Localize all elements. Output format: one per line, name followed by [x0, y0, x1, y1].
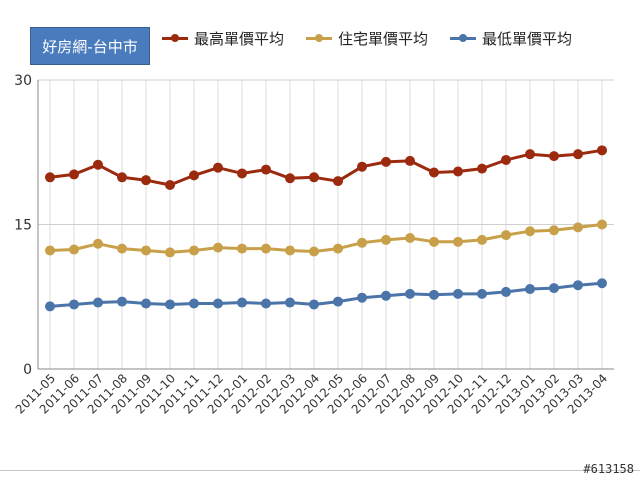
legend-item-high: 最高單價平均 [162, 28, 284, 49]
data-point-high [213, 162, 223, 173]
legend-swatch-low [450, 31, 477, 45]
series-line-residential [49, 223, 603, 254]
data-point-low [237, 297, 247, 308]
data-point-residential [261, 243, 271, 254]
data-point-residential [285, 245, 295, 256]
data-point-residential [477, 234, 487, 245]
data-point-high [141, 175, 151, 186]
data-point-residential [309, 246, 319, 257]
data-point-high [573, 149, 583, 160]
data-point-residential [45, 245, 55, 256]
legend-item-residential: 住宅單價平均 [306, 28, 428, 49]
data-point-high [501, 154, 511, 165]
data-point-residential [93, 238, 103, 249]
legend-label-low: 最低單價平均 [482, 29, 573, 48]
chart-legend: 最高單價平均 住宅單價平均 最低單價平均 [162, 26, 572, 50]
data-point-residential [525, 226, 535, 237]
data-point-residential [429, 236, 439, 247]
data-point-residential [213, 242, 223, 253]
data-point-low [213, 298, 223, 309]
data-point-high [333, 176, 343, 187]
legend-dot-high [171, 34, 179, 42]
data-point-high [285, 173, 295, 184]
legend-swatch-high [162, 31, 188, 45]
data-point-low [453, 288, 463, 299]
data-point-high [69, 169, 79, 180]
data-point-low [141, 298, 151, 309]
data-point-high [261, 164, 271, 175]
data-point-residential [597, 219, 607, 230]
data-point-residential [501, 230, 511, 241]
legend-swatch-residential [306, 31, 333, 45]
data-point-low [261, 298, 271, 309]
data-point-low [357, 292, 367, 303]
data-point-low [45, 301, 55, 312]
data-point-high [357, 161, 367, 172]
data-point-residential [381, 234, 391, 245]
data-point-high [45, 172, 55, 183]
data-point-residential [69, 244, 79, 255]
data-point-high [597, 145, 607, 156]
data-point-low [309, 299, 319, 310]
watermark-id: #613158 [583, 462, 634, 476]
data-point-low [381, 290, 391, 301]
data-point-high [525, 149, 535, 160]
data-point-low [333, 296, 343, 307]
data-point-residential [189, 245, 199, 256]
series-line-high [49, 148, 603, 187]
data-point-high [117, 172, 127, 183]
data-point-low [405, 288, 415, 299]
data-point-low [285, 297, 295, 308]
y-tick-label: 0 [23, 362, 32, 378]
site-badge: 好房網-台中市 [30, 27, 150, 65]
data-point-low [525, 284, 535, 295]
data-point-residential [165, 247, 175, 258]
data-point-low [501, 286, 511, 297]
y-tick-label: 30 [14, 73, 32, 89]
data-point-high [477, 163, 487, 174]
bottom-frame-line [0, 470, 640, 471]
data-point-high [381, 156, 391, 167]
data-point-high [237, 168, 247, 179]
data-point-residential [573, 222, 583, 233]
data-point-residential [141, 245, 151, 256]
data-point-residential [549, 225, 559, 236]
data-point-high [453, 166, 463, 177]
data-point-residential [405, 232, 415, 243]
data-point-low [117, 296, 127, 307]
data-point-high [189, 170, 199, 181]
data-point-low [477, 288, 487, 299]
data-point-low [69, 299, 79, 310]
data-point-low [165, 299, 175, 310]
data-point-high [93, 159, 103, 170]
data-point-high [309, 172, 319, 183]
legend-label-residential: 住宅單價平均 [338, 29, 429, 48]
legend-dot-low [459, 34, 468, 42]
data-point-residential [117, 243, 127, 254]
data-point-low [189, 298, 199, 309]
line-chart: 015302011-052011-062011-072011-082011-09… [13, 73, 614, 417]
data-point-low [597, 278, 607, 289]
data-point-low [573, 280, 583, 291]
data-point-residential [453, 236, 463, 247]
data-point-residential [237, 243, 247, 254]
data-point-high [405, 155, 415, 166]
data-point-high [549, 151, 559, 162]
data-point-residential [333, 243, 343, 254]
legend-label-high: 最高單價平均 [194, 29, 285, 48]
data-point-low [549, 283, 559, 294]
data-point-high [165, 180, 175, 191]
legend-dot-residential [315, 34, 324, 42]
data-point-low [429, 289, 439, 300]
data-point-high [429, 167, 439, 178]
legend-item-low: 最低單價平均 [450, 28, 572, 49]
data-point-low [93, 297, 103, 308]
y-tick-label: 15 [14, 218, 32, 234]
series-line-low [49, 281, 603, 308]
data-point-residential [357, 237, 367, 248]
